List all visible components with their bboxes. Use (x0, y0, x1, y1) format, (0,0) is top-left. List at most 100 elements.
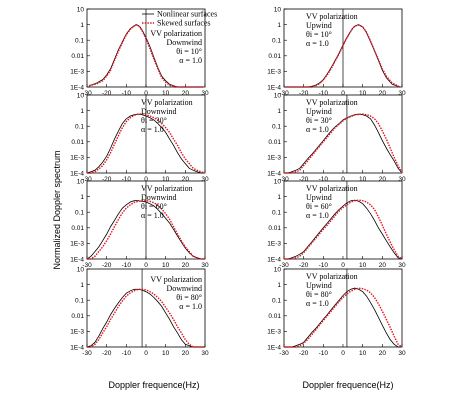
y-tick-label: 0.01 (268, 139, 281, 146)
series-nonlinear-line (86, 200, 205, 260)
series-nonlinear-line (284, 113, 403, 174)
x-tick-label: 0 (341, 176, 345, 183)
annotation-line: α = 1.0 (306, 125, 329, 134)
y-tick-label: 1 (80, 194, 84, 201)
y-tick-label: 1 (80, 22, 84, 29)
annotation-line: α = 1.0 (141, 211, 164, 220)
series-skewed-line (88, 24, 203, 88)
annotation-line: θi = 30° (306, 116, 332, 125)
x-tick-label: 30 (398, 350, 406, 357)
y-tick-label: 0.01 (71, 139, 84, 146)
annotation-line: Downwind (166, 284, 202, 293)
series-skewed-line (87, 113, 206, 174)
y-tick-label: 1E-4 (70, 344, 84, 351)
x-tick-label: -30 (279, 90, 289, 97)
y-tick-label: 1E-4 (70, 256, 84, 263)
x-tick-label: 30 (398, 176, 406, 183)
annotation-line: Upwind (306, 281, 332, 290)
annotation-line: Upwind (306, 21, 332, 30)
series-nonlinear-line (284, 199, 403, 260)
x-axis-label-right: Doppler frequence(Hz) (302, 380, 393, 390)
x-tick-label: -20 (299, 90, 309, 97)
x-tick-label: -20 (299, 262, 309, 269)
y-tick-label: 1E-4 (267, 84, 281, 91)
annotation-line: θi = 30° (141, 116, 167, 125)
y-tick-label: 1E-3 (267, 329, 281, 336)
x-tick-label: 10 (359, 90, 367, 97)
series-nonlinear-line (86, 113, 205, 174)
y-tick-label: 0.01 (71, 313, 84, 320)
x-tick-label: 30 (201, 350, 209, 357)
x-tick-label: 0 (144, 176, 148, 183)
y-tick-label: 1 (80, 108, 84, 115)
annotation-line: θi = 80° (176, 293, 202, 302)
y-tick-label: 0.1 (272, 210, 281, 217)
annotation-line: θi = 80° (306, 290, 332, 299)
x-tick-label: 10 (162, 176, 170, 183)
x-tick-label: 10 (162, 262, 170, 269)
x-tick-label: 10 (359, 262, 367, 269)
x-tick-label: 0 (144, 90, 148, 97)
y-tick-label: 1E-4 (267, 170, 281, 177)
series-skewed-line (87, 199, 205, 260)
y-tick-label: 1 (277, 22, 281, 29)
y-tick-label: 10 (77, 6, 85, 13)
x-tick-label: -10 (319, 350, 329, 357)
y-tick-label: 0.01 (71, 53, 84, 60)
y-tick-label: 0.1 (75, 38, 84, 45)
annotation-line: VV polarization (150, 29, 202, 38)
panel-8: 10 1 0.1 0.01 1E-3 1E-4-30 -20 -10 0 10 20 30 VV pol… (267, 266, 406, 357)
y-tick-label: 10 (274, 6, 282, 13)
x-tick-label: 20 (379, 350, 387, 357)
annotation-line: α = 1.0 (179, 56, 202, 65)
annotation-line: θi = 10° (306, 30, 332, 39)
x-tick-label: -30 (279, 350, 289, 357)
y-tick-label: 0.01 (268, 225, 281, 232)
x-tick-label: 0 (144, 350, 148, 357)
x-tick-label: 30 (201, 262, 209, 269)
x-tick-label: 0 (341, 90, 345, 97)
y-tick-label: 1E-4 (267, 344, 281, 351)
annotation-line: VV polarization (306, 98, 358, 107)
y-tick-label: 1E-3 (267, 69, 281, 76)
series-nonlinear-line (284, 287, 402, 348)
x-tick-label: 20 (379, 262, 387, 269)
x-tick-label: -10 (122, 176, 132, 183)
y-tick-label: 10 (274, 178, 282, 185)
x-tick-label: 30 (398, 262, 406, 269)
x-tick-label: -20 (102, 176, 112, 183)
legend-label: Skewed surfaces (157, 19, 211, 28)
panel-1: 10 1 0.1 0.01 1E-3 1E-4-30 -20 -10 0 10 20 30 VV pol… (70, 6, 209, 97)
series-nonlinear-line (86, 288, 205, 348)
y-tick-label: 1E-3 (70, 329, 84, 336)
y-tick-label: 10 (77, 178, 85, 185)
x-tick-label: -20 (102, 262, 112, 269)
y-tick-label: 10 (77, 92, 85, 99)
annotation-line: Upwind (306, 107, 332, 116)
annotation-line: VV polarization (141, 184, 193, 193)
x-tick-label: 30 (201, 176, 209, 183)
y-tick-label: 1E-4 (70, 170, 84, 177)
x-tick-label: -10 (122, 90, 132, 97)
y-tick-label: 10 (77, 266, 85, 273)
x-tick-label: 0 (341, 262, 345, 269)
y-tick-label: 0.1 (75, 210, 84, 217)
panel-2: 10 1 0.1 0.01 1E-3 1E-4-30 -20 -10 0 10 20 30 VV pol… (267, 6, 406, 97)
y-tick-label: 0.1 (272, 38, 281, 45)
x-tick-label: 30 (398, 90, 406, 97)
x-tick-label: -20 (299, 350, 309, 357)
annotation-line: Downwind (141, 193, 177, 202)
x-tick-label: 0 (144, 262, 148, 269)
x-tick-label: -30 (82, 176, 92, 183)
x-tick-label: -20 (102, 350, 112, 357)
annotation-line: θi = 60° (306, 202, 332, 211)
y-tick-label: 1E-4 (267, 256, 281, 263)
annotation-line: α = 1.0 (306, 299, 329, 308)
y-tick-label: 10 (274, 266, 282, 273)
series-skewed-line (87, 288, 205, 348)
x-tick-label: -30 (82, 262, 92, 269)
y-tick-label: 1 (277, 194, 281, 201)
